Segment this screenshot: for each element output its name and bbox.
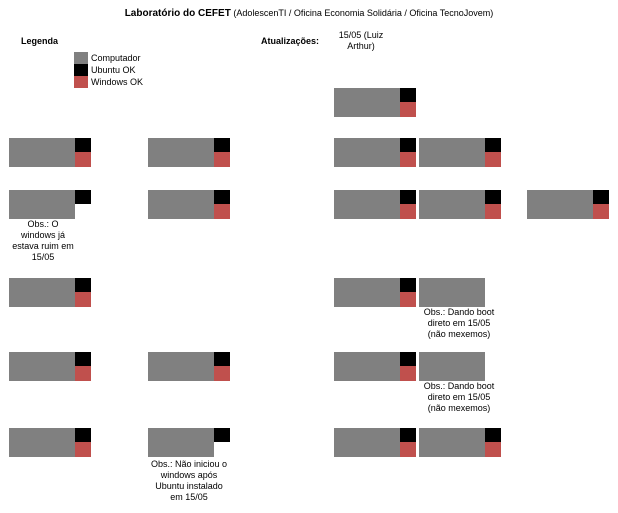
title-subtitle: (AdolescenTI / Oficina Economia Solidári… [233, 8, 494, 18]
computer-box [334, 190, 400, 219]
computer-pc-row2-col4 [419, 190, 501, 219]
computer-box [334, 428, 400, 457]
computer-pc-row2-col5 [527, 190, 609, 219]
windows-ok-indicator [400, 442, 416, 457]
ubuntu-ok-indicator [485, 428, 501, 442]
ubuntu-ok-indicator [75, 428, 91, 442]
ubuntu-ok-indicator [214, 138, 230, 152]
computer-pc-row4-col1 [9, 352, 91, 381]
legend-swatch-ubuntu [74, 64, 88, 76]
page-title: Laboratório do CEFET (AdolescenTI / Ofic… [0, 8, 618, 19]
windows-ok-indicator [400, 204, 416, 219]
computer-box [148, 138, 214, 167]
computer-pc-row2-col3 [334, 190, 416, 219]
computer-pc-row5-col3 [334, 428, 416, 457]
computer-pc-row4-col3 [334, 352, 416, 381]
computer-pc-row1-col2 [148, 138, 230, 167]
computer-box [9, 278, 75, 307]
windows-ok-indicator [214, 152, 230, 167]
ubuntu-ok-indicator [400, 138, 416, 152]
computer-pc-row4-col4 [419, 352, 501, 381]
ubuntu-ok-indicator [400, 190, 416, 204]
computer-box [419, 138, 485, 167]
legend-swatch-computer [74, 52, 88, 64]
updates-title: Atualizações: [261, 36, 320, 46]
computer-pc-top [334, 88, 416, 117]
computer-box [334, 352, 400, 381]
computer-box [419, 352, 485, 381]
computer-box [527, 190, 593, 219]
computer-pc-row5-col2 [148, 428, 230, 457]
ubuntu-ok-indicator [400, 428, 416, 442]
windows-ok-indicator [400, 152, 416, 167]
ubuntu-ok-indicator [400, 278, 416, 292]
ubuntu-ok-indicator [75, 352, 91, 366]
windows-ok-indicator [400, 292, 416, 307]
computer-box [148, 352, 214, 381]
computer-box [9, 190, 75, 219]
note-pc-row5-col2: Obs.: Não iniciou o windows após Ubuntu … [150, 459, 228, 502]
computer-pc-row5-col1 [9, 428, 91, 457]
windows-ok-indicator [214, 204, 230, 219]
computer-box [419, 428, 485, 457]
computer-pc-row5-col4 [419, 428, 501, 457]
windows-ok-indicator [485, 442, 501, 457]
computer-pc-row3-col1 [9, 278, 91, 307]
ubuntu-ok-indicator [75, 138, 91, 152]
computer-box [334, 88, 400, 117]
note-pc-row3-col4: Obs.: Dando boot direto em 15/05 (não me… [423, 307, 495, 339]
note-pc-row2-col1: Obs.: O windows já estava ruim em 15/05 [12, 219, 74, 262]
ubuntu-ok-indicator [214, 190, 230, 204]
computer-pc-row3-col2 [334, 278, 416, 307]
windows-ok-indicator [485, 204, 501, 219]
computer-pc-row3-col3 [419, 278, 501, 307]
computer-pc-row4-col2 [148, 352, 230, 381]
windows-ok-indicator [214, 366, 230, 381]
ubuntu-ok-indicator [214, 428, 230, 442]
windows-ok-indicator [485, 152, 501, 167]
computer-pc-row1-col1 [9, 138, 91, 167]
computer-box [9, 352, 75, 381]
computer-box [419, 278, 485, 307]
note-pc-row4-col4: Obs.: Dando boot direto em 15/05 (não me… [423, 381, 495, 413]
computer-pc-row2-col2 [148, 190, 230, 219]
ubuntu-ok-indicator [75, 278, 91, 292]
title-bold: Laboratório do CEFET [124, 8, 231, 19]
computer-pc-row2-col1 [9, 190, 91, 219]
windows-ok-indicator [400, 366, 416, 381]
computer-box [9, 138, 75, 167]
legend-label-computer: Computador [91, 53, 141, 63]
ubuntu-ok-indicator [485, 138, 501, 152]
computer-pc-row1-col4 [419, 138, 501, 167]
ubuntu-ok-indicator [400, 352, 416, 366]
ubuntu-ok-indicator [214, 352, 230, 366]
windows-ok-indicator [400, 102, 416, 117]
computer-box [148, 190, 214, 219]
legend-swatch-windows [74, 76, 88, 88]
computer-box [148, 428, 214, 457]
ubuntu-ok-indicator [75, 190, 91, 204]
computer-box [334, 138, 400, 167]
legend-title: Legenda [21, 36, 59, 46]
ubuntu-ok-indicator [593, 190, 609, 204]
ubuntu-ok-indicator [485, 190, 501, 204]
legend-label-windows: Windows OK [91, 77, 144, 87]
ubuntu-ok-indicator [400, 88, 416, 102]
legend-label-ubuntu: Ubuntu OK [91, 65, 136, 75]
windows-ok-indicator [75, 442, 91, 457]
windows-ok-indicator [75, 292, 91, 307]
computer-box [419, 190, 485, 219]
windows-ok-indicator [75, 152, 91, 167]
update-entry: 15/05 (Luiz Arthur) [338, 30, 384, 51]
computer-box [9, 428, 75, 457]
computer-pc-row1-col3 [334, 138, 416, 167]
windows-ok-indicator [75, 366, 91, 381]
computer-box [334, 278, 400, 307]
windows-ok-indicator [593, 204, 609, 219]
